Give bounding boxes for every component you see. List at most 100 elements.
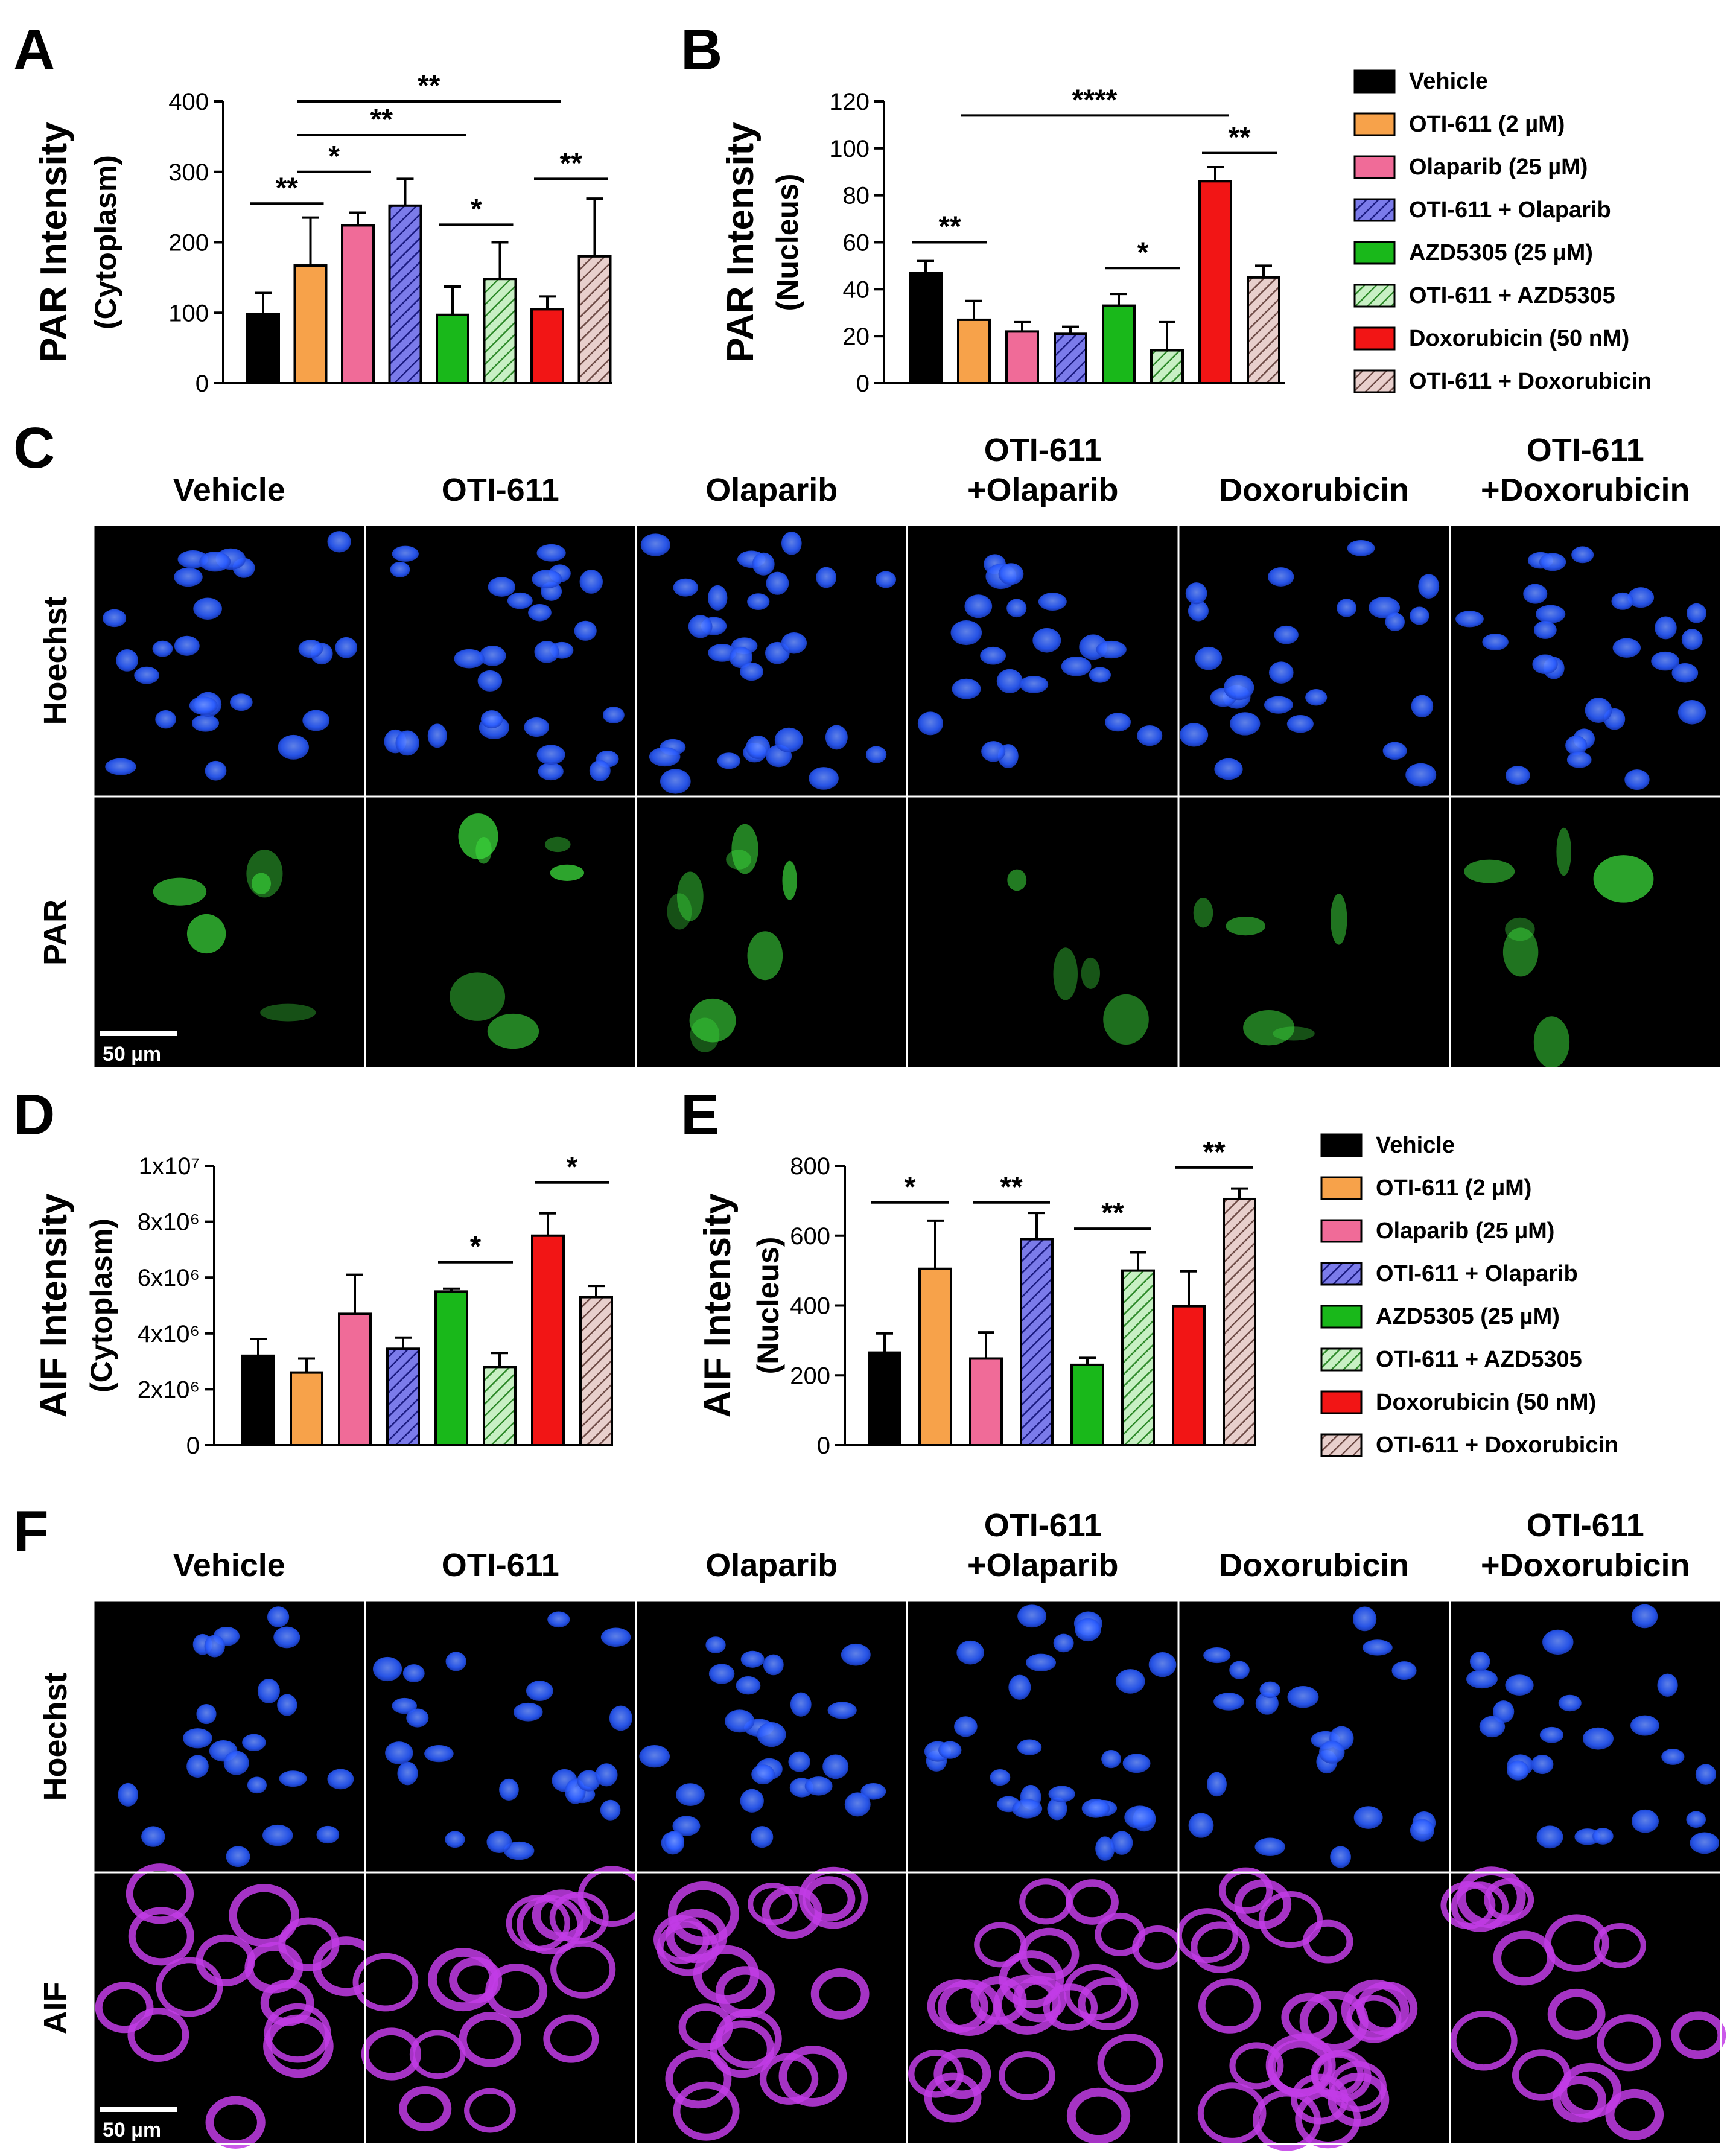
y-tick-label: 800 bbox=[790, 1153, 830, 1180]
aif-cell bbox=[810, 1968, 870, 2020]
nucleus-blob bbox=[174, 635, 200, 656]
nucleus-blob bbox=[262, 1824, 293, 1846]
aif-cell bbox=[1097, 2034, 1163, 2093]
nucleus-blob bbox=[865, 746, 887, 763]
nucleus-blob bbox=[230, 693, 253, 711]
nucleus-blob bbox=[1455, 611, 1484, 628]
nucleus-blob bbox=[507, 592, 533, 609]
nucleus-blob bbox=[118, 1782, 138, 1807]
nucleus-blob bbox=[1479, 1716, 1506, 1738]
row-label: AIF bbox=[37, 1982, 74, 2035]
par-signal bbox=[487, 1013, 539, 1049]
aif-cell bbox=[156, 1957, 223, 2017]
y-axis-label: PAR Intensity bbox=[720, 122, 762, 363]
column-header: Doxorubicin bbox=[1219, 472, 1409, 508]
y-tick-label: 40 bbox=[843, 276, 870, 303]
aif-cell bbox=[427, 1948, 499, 2012]
nucleus-blob bbox=[1624, 769, 1650, 790]
nucleus-blob bbox=[725, 1709, 755, 1733]
nucleus-blob bbox=[717, 752, 740, 769]
nucleus-blob bbox=[1655, 616, 1677, 640]
nucleus-blob bbox=[589, 760, 611, 781]
panel-letter-a: A bbox=[13, 17, 55, 82]
column-header: +Doxorubicin bbox=[1481, 472, 1690, 508]
nucleus-blob bbox=[1287, 1686, 1319, 1708]
nucleus-blob bbox=[1671, 663, 1699, 683]
nucleus-blob bbox=[1385, 612, 1405, 631]
nucleus-blob bbox=[152, 640, 173, 657]
nucleus-blob bbox=[536, 745, 565, 765]
nucleus-blob bbox=[751, 1764, 775, 1785]
legend-label: OTI-611 + AZD5305 bbox=[1376, 1347, 1582, 1372]
nucleus-blob bbox=[526, 1681, 553, 1702]
nucleus-blob bbox=[1531, 1754, 1554, 1775]
column-header: +Olaparib bbox=[967, 1547, 1119, 1583]
aif-cell bbox=[1258, 1890, 1323, 1948]
aif-cell bbox=[464, 2088, 516, 2133]
nucleus-blob bbox=[1203, 1647, 1231, 1664]
nucleus-blob bbox=[1566, 751, 1592, 768]
aif-cell bbox=[1234, 1879, 1292, 1930]
nucleus-blob bbox=[534, 641, 559, 663]
nucleus-blob bbox=[406, 1708, 429, 1728]
nucleus-blob bbox=[825, 725, 848, 750]
nucleus-blob bbox=[1539, 553, 1566, 571]
y-tick-label: 0 bbox=[196, 370, 209, 397]
nucleus-blob bbox=[538, 762, 564, 781]
aif-cell bbox=[229, 1884, 299, 1947]
nucleus-blob bbox=[1207, 1772, 1227, 1797]
nucleus-blob bbox=[1533, 620, 1557, 639]
nucleus-blob bbox=[1061, 657, 1092, 676]
nucleus-blob bbox=[1657, 1673, 1678, 1697]
nucleus-blob bbox=[242, 1734, 266, 1752]
nucleus-blob bbox=[809, 767, 839, 790]
column-header: Olaparib bbox=[705, 472, 838, 508]
par-signal bbox=[260, 1003, 316, 1022]
par-signal bbox=[731, 824, 758, 874]
nucleus-blob bbox=[1274, 625, 1299, 644]
nucleus-blob bbox=[952, 678, 981, 699]
y-tick-label: 120 bbox=[829, 89, 870, 115]
significance-label: * bbox=[567, 1151, 578, 1183]
significance-label: **** bbox=[1072, 84, 1118, 116]
nucleus-blob bbox=[316, 1825, 340, 1844]
bar bbox=[1102, 304, 1136, 385]
nucleus-blob bbox=[1089, 667, 1111, 683]
nucleus-blob bbox=[1690, 1832, 1720, 1854]
nucleus-blob bbox=[395, 730, 419, 756]
nucleus-blob bbox=[1180, 723, 1209, 747]
nucleus-blob bbox=[1110, 1831, 1133, 1855]
aif-cell bbox=[1594, 1923, 1646, 1968]
bar bbox=[1054, 332, 1087, 385]
par-signal bbox=[667, 893, 692, 930]
bar bbox=[577, 255, 612, 384]
legend-swatch bbox=[1320, 1262, 1363, 1286]
nucleus-blob bbox=[155, 710, 176, 729]
nucleus-blob bbox=[103, 609, 127, 628]
nucleus-blob bbox=[736, 1676, 761, 1695]
nucleus-blob bbox=[705, 1636, 726, 1653]
nucleus-blob bbox=[752, 552, 775, 576]
row-label: Hoechst bbox=[37, 1672, 74, 1801]
nucleus-blob bbox=[1631, 1604, 1658, 1629]
nucleus-blob bbox=[1095, 1836, 1115, 1861]
bar bbox=[341, 224, 375, 384]
column-header: +Doxorubicin bbox=[1481, 1547, 1690, 1583]
bar bbox=[1121, 1269, 1155, 1446]
nucleus-blob bbox=[844, 1792, 871, 1817]
legend-swatch bbox=[1353, 198, 1396, 222]
legend-label: OTI-611 + AZD5305 bbox=[1409, 283, 1615, 308]
nucleus-blob bbox=[574, 620, 597, 641]
nucleus-blob bbox=[816, 567, 837, 588]
bar bbox=[957, 318, 991, 384]
nucleus-blob bbox=[327, 1769, 354, 1790]
nucleus-blob bbox=[600, 1627, 631, 1647]
nucleus-blob bbox=[740, 1789, 764, 1813]
nucleus-blob bbox=[397, 1761, 418, 1786]
bar bbox=[388, 204, 422, 384]
legend-label: AZD5305 (25 µM) bbox=[1409, 240, 1593, 266]
nucleus-blob bbox=[1019, 675, 1049, 693]
nucleus-blob bbox=[1612, 638, 1641, 658]
nucleus-blob bbox=[488, 577, 516, 597]
